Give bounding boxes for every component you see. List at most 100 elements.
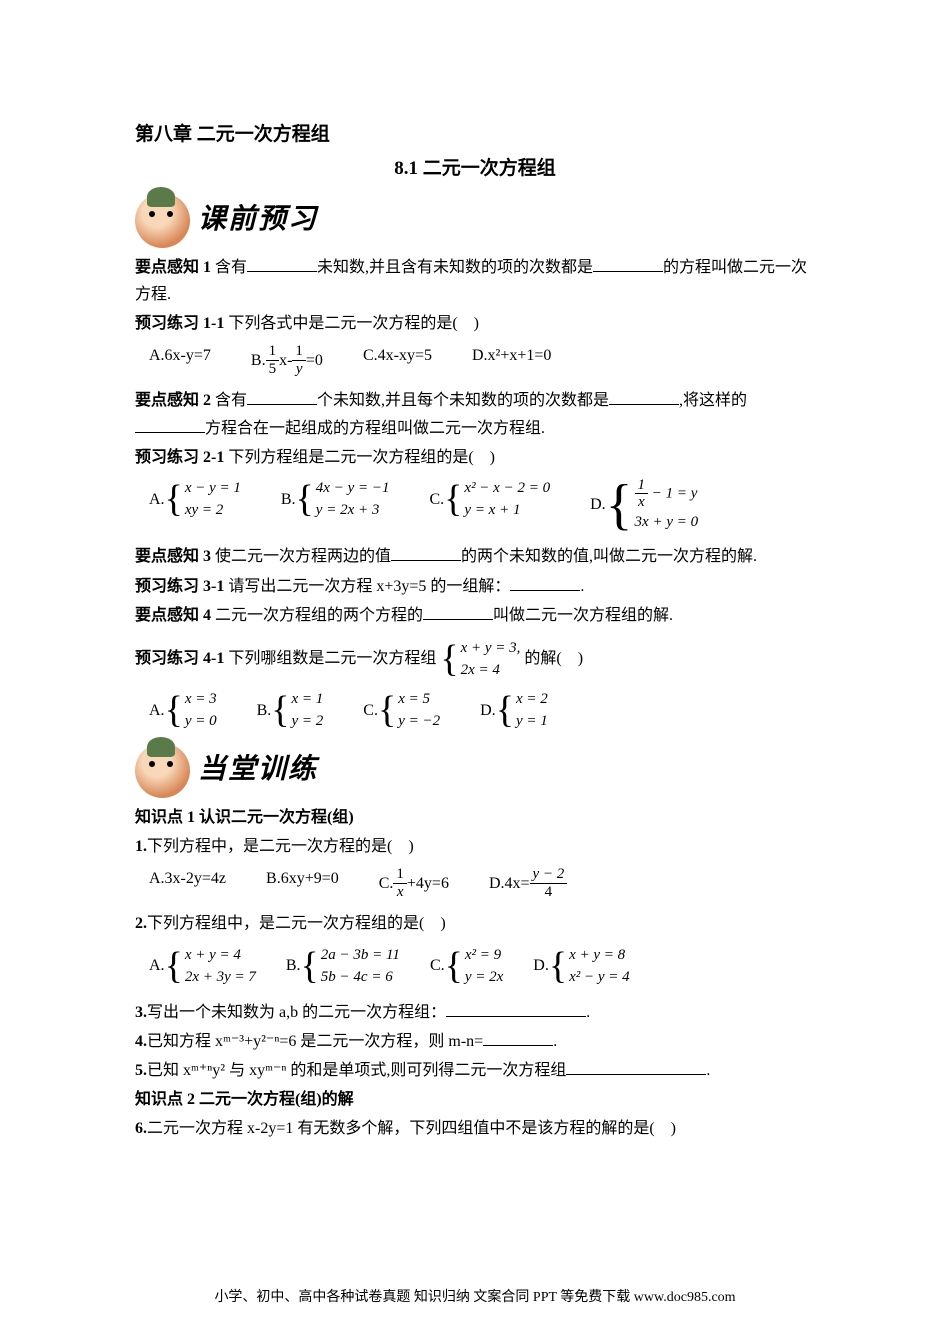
label: 2. bbox=[135, 915, 147, 932]
t: . bbox=[553, 1033, 557, 1050]
fraction: 1x bbox=[393, 866, 407, 900]
eq: x = 2 bbox=[516, 688, 548, 711]
t: C. bbox=[379, 871, 394, 897]
t: D.4x= bbox=[489, 871, 530, 897]
t: 含有 bbox=[211, 392, 247, 409]
t: 方程合在一起组成的方程组叫做二元一次方程组. bbox=[205, 420, 545, 437]
t: 下列方程组中，是二元一次方程组的是( ) bbox=[147, 915, 446, 932]
eq: x = 5 bbox=[398, 688, 440, 711]
label: 1. bbox=[135, 838, 147, 855]
option-b: B. 15 x- 1y =0 bbox=[251, 343, 323, 377]
system: { 1x − 1 = y 3x + y = 0 bbox=[606, 477, 698, 534]
page-footer: 小学、初中、高中各种试卷真题 知识归纳 文案合同 PPT 等免费下载 www.d… bbox=[0, 1287, 950, 1309]
options-1-1: A.6x-y=7 B. 15 x- 1y =0 C.4x-xy=5 D.x²+x… bbox=[149, 343, 815, 377]
t: 二元一次方程 x-2y=1 有无数多个解，下列四组值中不是该方程的解的是( ) bbox=[147, 1120, 676, 1137]
t: C. bbox=[363, 698, 378, 724]
eq: x² − x − 2 = 0 bbox=[464, 477, 550, 500]
keypoint-3: 要点感知 3 使二元一次方程两边的值的两个未知数的值,叫做二元一次方程的解. bbox=[135, 543, 815, 570]
brace-icon: { bbox=[165, 953, 183, 980]
chapter-title: 第八章 二元一次方程组 bbox=[135, 120, 815, 150]
fraction: y − 24 bbox=[530, 866, 568, 900]
practice-4-1: 预习练习 4-1 下列哪组数是二元一次方程组 {x + y = 3,2x = 4… bbox=[135, 637, 815, 682]
blank bbox=[135, 417, 205, 433]
question-3: 3.写出一个未知数为 a,b 的二元一次方程组：. bbox=[135, 999, 815, 1026]
t: C. bbox=[430, 953, 445, 979]
label: 预习练习 2-1 bbox=[135, 449, 224, 466]
system: {x + y = 42x + 3y = 7 bbox=[165, 944, 256, 989]
blank bbox=[593, 256, 663, 272]
options-2-1: A. {x − y = 1xy = 2 B. {4x − y = −1y = 2… bbox=[149, 477, 815, 534]
brace-icon: { bbox=[606, 486, 633, 525]
brace-icon: { bbox=[444, 486, 462, 513]
eq: x² − y = 4 bbox=[569, 966, 630, 989]
blank bbox=[247, 256, 317, 272]
n: 1 bbox=[292, 343, 306, 361]
t: 叫做二元一次方程组的解. bbox=[493, 607, 673, 624]
label: 3. bbox=[135, 1004, 147, 1021]
option-c: C. 1x +4y=6 bbox=[379, 866, 449, 900]
t: 个未知数,并且每个未知数的项的次数都是 bbox=[317, 392, 609, 409]
label: 预习练习 3-1 bbox=[135, 578, 224, 595]
label: 6. bbox=[135, 1120, 147, 1137]
t: +4y=6 bbox=[407, 871, 449, 897]
knowledge-2: 知识点 2 二元一次方程(组)的解 bbox=[135, 1086, 815, 1113]
blank bbox=[510, 575, 580, 591]
t: A. bbox=[149, 698, 165, 724]
system: {x − y = 1xy = 2 bbox=[165, 477, 241, 522]
t: . bbox=[580, 578, 584, 595]
t: 下列各式中是二元一次方程的是( ) bbox=[224, 315, 479, 332]
option-d: D. {x = 2y = 1 bbox=[480, 688, 548, 733]
t: 已知 xᵐ⁺ⁿy² 与 xyᵐ⁻ⁿ 的和是单项式,则可列得二元一次方程组 bbox=[147, 1062, 566, 1079]
blank bbox=[446, 1001, 586, 1017]
cartoon-icon bbox=[135, 193, 190, 248]
t: x- bbox=[279, 348, 292, 374]
t: . bbox=[586, 1004, 590, 1021]
option-d: D.4x= y − 24 bbox=[489, 866, 567, 900]
system: {x² − x − 2 = 0y = x + 1 bbox=[444, 477, 550, 522]
brace-icon: { bbox=[165, 486, 183, 513]
label: 要点感知 3 bbox=[135, 548, 211, 565]
banner-classwork: 当堂训练 bbox=[135, 743, 815, 798]
eq: xy = 2 bbox=[185, 499, 241, 522]
d: 5 bbox=[266, 361, 280, 378]
fraction: 1x bbox=[635, 477, 649, 511]
blank bbox=[609, 389, 679, 405]
system: {x = 3y = 0 bbox=[165, 688, 217, 733]
eq: x = 3 bbox=[185, 688, 217, 711]
option-d: D. { 1x − 1 = y 3x + y = 0 bbox=[590, 477, 698, 534]
option-c: C.4x-xy=5 bbox=[363, 343, 432, 369]
eq: y = x + 1 bbox=[464, 499, 550, 522]
banner-text-1: 课前预习 bbox=[198, 198, 318, 243]
t: . bbox=[706, 1062, 710, 1079]
eq: 2x + 3y = 7 bbox=[185, 966, 256, 989]
question-6: 6.二元一次方程 x-2y=1 有无数多个解，下列四组值中不是该方程的解的是( … bbox=[135, 1115, 815, 1142]
keypoint-1: 要点感知 1 含有未知数,并且含有未知数的项的次数都是的方程叫做二元一次方程. bbox=[135, 254, 815, 308]
option-b: B. {x = 1y = 2 bbox=[257, 688, 324, 733]
option-d: D. {x + y = 8x² − y = 4 bbox=[533, 944, 629, 989]
system: {x² = 9y = 2x bbox=[445, 944, 504, 989]
t: D. bbox=[480, 698, 496, 724]
option-a: A.6x-y=7 bbox=[149, 343, 211, 369]
option-b: B.6xy+9=0 bbox=[266, 866, 339, 892]
options-4-1: A. {x = 3y = 0 B. {x = 1y = 2 C. { x = 5 y… bbox=[149, 688, 815, 733]
eq: y = 2 bbox=[292, 710, 324, 733]
brace-icon: { bbox=[271, 697, 289, 724]
d: y bbox=[293, 361, 306, 378]
t: D. bbox=[590, 492, 606, 518]
brace-icon: { bbox=[301, 953, 319, 980]
eq: x + y = 4 bbox=[185, 944, 256, 967]
t: A. bbox=[149, 487, 165, 513]
label: 4. bbox=[135, 1033, 147, 1050]
n: 1 bbox=[635, 477, 649, 495]
question-4: 4.已知方程 xᵐ⁻³+y²⁻ⁿ=6 是二元一次方程，则 m-n=. bbox=[135, 1028, 815, 1055]
eq: x + y = 3, bbox=[461, 637, 521, 660]
brace-icon: { bbox=[445, 953, 463, 980]
keypoint-4: 要点感知 4 二元一次方程组的两个方程的叫做二元一次方程组的解. bbox=[135, 602, 815, 629]
t: B. bbox=[281, 487, 296, 513]
d: x bbox=[394, 884, 407, 901]
section-title: 8.1 二元一次方程组 bbox=[135, 154, 815, 184]
practice-2-1: 预习练习 2-1 下列方程组是二元一次方程组的是( ) bbox=[135, 444, 815, 471]
t: 已知方程 xᵐ⁻³+y²⁻ⁿ=6 是二元一次方程，则 m-n= bbox=[147, 1033, 483, 1050]
label: 要点感知 4 bbox=[135, 607, 211, 624]
t: 写出一个未知数为 a,b 的二元一次方程组： bbox=[147, 1004, 446, 1021]
